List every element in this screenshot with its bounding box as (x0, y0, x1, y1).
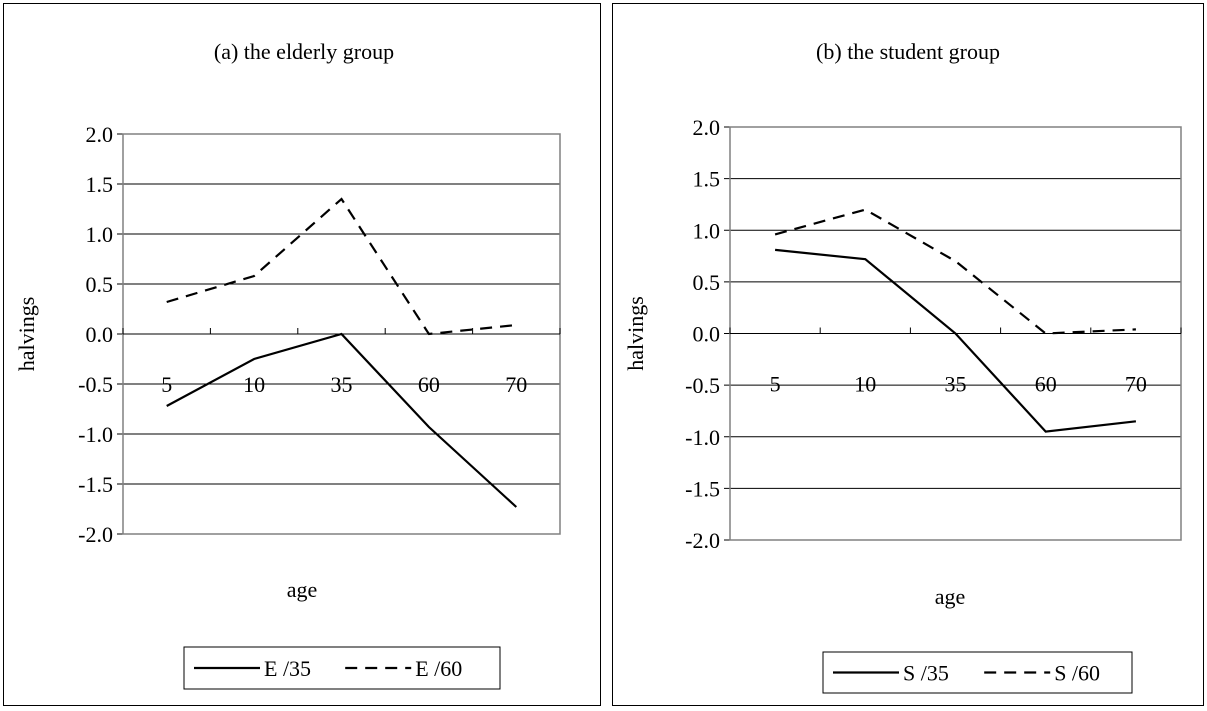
y-tick-label: -1.0 (685, 425, 720, 450)
y-tick-label: -0.5 (78, 372, 113, 397)
y-tick-label: 1.0 (693, 218, 721, 243)
y-axis-label: halvings (623, 296, 648, 371)
y-tick-label: 0.0 (693, 322, 721, 347)
y-tick-label: 1.0 (86, 222, 114, 247)
chart-svg-student: (b) the student group 2.0 1.5 1.0 0.5 0.0 -0.5… (623, 39, 1182, 694)
y-axis-label: halvings (14, 297, 39, 372)
legend-label: E /60 (415, 656, 462, 681)
y-tick-label: -1.5 (685, 476, 720, 501)
legend-label: E /35 (264, 656, 311, 681)
y-tick-label: 2.0 (86, 122, 114, 147)
y-tick-label: -1.0 (78, 422, 113, 447)
legend-label: S /60 (1054, 661, 1100, 686)
x-tick-label: 35 (945, 372, 967, 397)
chart-title: (b) the student group (816, 39, 1000, 64)
x-axis-label: age (287, 577, 318, 602)
x-tick-label: 70 (1125, 372, 1147, 397)
series-line-solid (166, 332, 518, 508)
y-tick-label: 0.5 (86, 272, 114, 297)
y-tick-label: 1.5 (693, 167, 721, 192)
y-tick-label: -2.0 (685, 528, 720, 553)
chart-panel-student: (b) the student group 2.0 1.5 1.0 0.5 0.0 -0.5… (612, 3, 1204, 706)
x-tick-label: 10 (854, 372, 876, 397)
x-tick-label: 60 (418, 372, 440, 397)
chart-title: (a) the elderly group (214, 39, 394, 64)
y-tick-label: 0.5 (693, 270, 721, 295)
series-line-dashed (166, 197, 517, 336)
y-tick-label: 2.0 (693, 115, 721, 140)
x-tick-label: 5 (770, 372, 781, 397)
x-tick-label: 5 (161, 372, 172, 397)
x-tick-label: 35 (331, 372, 353, 397)
x-axis-label: age (935, 584, 966, 609)
chart-svg-elderly: (a) the elderly group 2.0 1.5 1.0 0.5 0.0 -0.5… (14, 39, 561, 690)
x-tick-label: 10 (243, 372, 265, 397)
legend: S /35 S /60 (822, 651, 1133, 694)
y-tick-label: -0.5 (685, 373, 720, 398)
x-tick-label: 70 (505, 372, 527, 397)
y-tick-label: -1.5 (78, 472, 113, 497)
y-tick-label: -2.0 (78, 522, 113, 547)
series-line-solid (774, 248, 1137, 433)
y-tick-label: 1.5 (86, 172, 114, 197)
x-tick-label: 60 (1035, 372, 1057, 397)
series-line-dashed (774, 208, 1136, 335)
legend: E /35 E /60 (183, 646, 501, 690)
legend-label: S /35 (903, 661, 949, 686)
y-tick-label: 0.0 (86, 322, 114, 347)
chart-panel-elderly: (a) the elderly group 2.0 1.5 1.0 0.5 0.0 -0.5… (3, 3, 601, 706)
